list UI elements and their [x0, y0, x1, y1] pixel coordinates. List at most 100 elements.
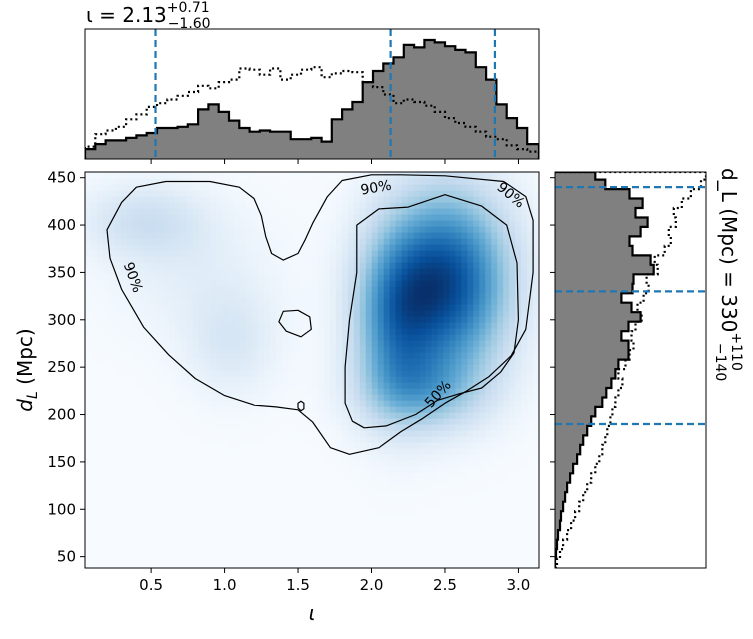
heatmap-cell	[383, 376, 391, 383]
heatmap-cell	[437, 466, 445, 473]
heatmap-cell	[449, 262, 456, 269]
heatmap-cell	[180, 508, 188, 515]
heatmap-cell	[473, 178, 480, 185]
heatmap-cell	[120, 244, 128, 251]
heatmap-cell	[108, 496, 116, 503]
heatmap-cell	[401, 352, 409, 359]
heatmap-cell	[150, 178, 158, 185]
heatmap-cell	[377, 202, 385, 209]
heatmap-cell	[312, 184, 319, 191]
heatmap-cell	[395, 292, 403, 299]
heatmap-cell	[312, 304, 319, 311]
heatmap-cell	[162, 436, 170, 443]
heatmap-cell	[204, 538, 212, 545]
heatmap-cell	[234, 328, 241, 335]
heatmap-cell	[120, 268, 128, 275]
heatmap-cell	[114, 196, 122, 203]
heatmap-cell	[533, 436, 539, 443]
heatmap-cell	[132, 370, 140, 377]
heatmap-cell	[425, 358, 433, 365]
heatmap-cell	[335, 544, 343, 551]
heatmap-cell	[497, 508, 504, 515]
heatmap-cell	[156, 214, 164, 221]
heatmap-cell	[401, 436, 409, 443]
heatmap-cell	[294, 394, 301, 401]
heatmap-cell	[192, 226, 200, 233]
heatmap-cell	[132, 298, 140, 305]
heatmap-cell	[521, 514, 528, 521]
heatmap-cell	[246, 388, 253, 395]
heatmap-cell	[312, 274, 319, 281]
heatmap-cell	[359, 514, 367, 521]
heatmap-cell	[485, 544, 492, 551]
heatmap-cell	[479, 346, 486, 353]
heatmap-cell	[521, 304, 528, 311]
heatmap-cell	[485, 292, 492, 299]
heatmap-cell	[461, 442, 468, 449]
heatmap-cell	[210, 508, 218, 515]
heatmap-cell	[114, 256, 122, 263]
heatmap-cell	[437, 388, 445, 395]
heatmap-cell	[246, 172, 253, 179]
heatmap-cell	[186, 514, 194, 521]
heatmap-cell	[461, 394, 468, 401]
heatmap-cell	[228, 274, 235, 281]
heatmap-cell	[300, 520, 307, 527]
heatmap-cell	[509, 466, 516, 473]
heatmap-cell	[276, 520, 283, 527]
heatmap-cell	[180, 436, 188, 443]
heatmap-cell	[85, 514, 92, 521]
heatmap-cell	[347, 220, 355, 227]
heatmap-cell	[312, 484, 319, 491]
heatmap-cell	[276, 556, 283, 563]
heatmap-cell	[150, 286, 158, 293]
heatmap-cell	[425, 370, 433, 377]
heatmap-cell	[413, 544, 421, 551]
heatmap-cell	[473, 412, 480, 419]
heatmap-cell	[425, 322, 433, 329]
heatmap-cell	[497, 562, 504, 568]
heatmap-cell	[389, 220, 397, 227]
heatmap-cell	[353, 220, 361, 227]
heatmap-cell	[449, 508, 456, 515]
heatmap-cell	[467, 544, 474, 551]
heatmap-cell	[455, 208, 462, 215]
heatmap-cell	[347, 178, 355, 185]
heatmap-cell	[174, 196, 182, 203]
heatmap-cell	[359, 526, 367, 533]
heatmap-cell	[108, 460, 116, 467]
heatmap-cell	[198, 334, 206, 341]
heatmap-cell	[90, 514, 98, 521]
heatmap-cell	[150, 358, 158, 365]
heatmap-cell	[347, 436, 355, 443]
heatmap-cell	[461, 556, 468, 563]
heatmap-cell	[138, 496, 146, 503]
heatmap-cell	[377, 370, 385, 377]
heatmap-cell	[222, 466, 229, 473]
heatmap-cell	[96, 226, 104, 233]
heatmap-cell	[252, 370, 259, 377]
heatmap-cell	[479, 334, 486, 341]
heatmap-cell	[270, 196, 277, 203]
heatmap-cell	[473, 196, 480, 203]
heatmap-cell	[341, 238, 349, 245]
heatmap-cell	[198, 352, 206, 359]
heatmap-cell	[162, 364, 170, 371]
heatmap-cell	[138, 232, 146, 239]
heatmap-cell	[312, 172, 319, 179]
heatmap-cell	[96, 526, 104, 533]
heatmap-cell	[210, 496, 218, 503]
heatmap-cell	[509, 550, 516, 557]
heatmap-cell	[473, 508, 480, 515]
heatmap-cell	[276, 532, 283, 539]
heatmap-cell	[246, 352, 253, 359]
heatmap-cell	[509, 526, 516, 533]
heatmap-cell	[431, 202, 439, 209]
heatmap-cell	[365, 400, 373, 407]
heatmap-cell	[234, 442, 241, 449]
heatmap-cell	[240, 544, 247, 551]
heatmap-cell	[473, 394, 480, 401]
heatmap-cell	[491, 424, 498, 431]
heatmap-cell	[198, 424, 206, 431]
heatmap-cell	[479, 310, 486, 317]
